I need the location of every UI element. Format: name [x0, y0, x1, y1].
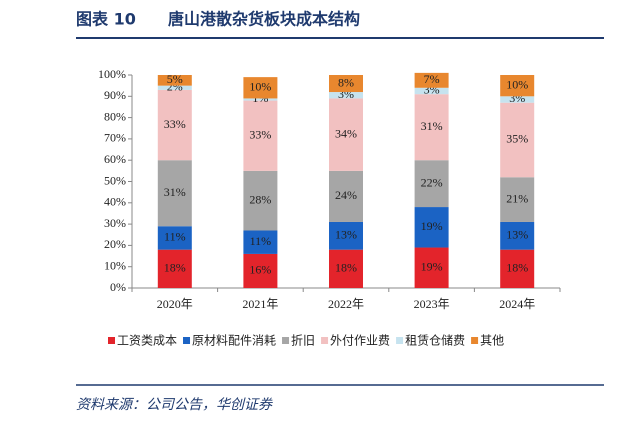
bar-segment: [243, 230, 278, 254]
y-tick-label: 50%: [104, 173, 126, 187]
x-tick-label: 2023年: [414, 297, 450, 311]
bar-segment: [329, 75, 363, 93]
bar-segment: [157, 249, 192, 288]
bar-segment: [329, 92, 363, 99]
bar-segment: [500, 177, 535, 222]
y-tick-label: 100%: [98, 67, 126, 81]
value-label: 10%: [249, 80, 271, 94]
value-label: 31%: [421, 119, 443, 133]
value-label: 35%: [506, 132, 528, 146]
y-tick-label: 70%: [104, 131, 126, 145]
value-label: 33%: [249, 127, 271, 141]
value-label: 19%: [421, 260, 443, 274]
bar-segment: [157, 89, 192, 161]
bar-segment: [414, 207, 449, 248]
legend-swatch: [396, 337, 404, 344]
value-label: 10%: [506, 77, 528, 91]
legend-label: 工资类成本: [117, 334, 177, 348]
value-label: 34%: [335, 126, 357, 140]
legend-label: 折旧: [291, 333, 315, 348]
chart-title: 唐山港散杂货板块成本结构: [168, 10, 360, 29]
bar-segment: [500, 221, 535, 250]
legend-swatch: [282, 337, 290, 344]
bar-segment: [414, 72, 449, 88]
bar-segment: [243, 77, 278, 99]
legend-swatch: [471, 337, 479, 344]
y-tick-label: 30%: [104, 216, 126, 230]
value-label: 11%: [250, 234, 272, 248]
bar-segment: [243, 98, 278, 101]
value-label: 13%: [335, 228, 357, 242]
value-label: 31%: [164, 185, 186, 199]
value-label: 11%: [164, 230, 186, 244]
bar-segment: [414, 87, 449, 95]
value-label: 21%: [506, 191, 528, 205]
legend-label: 其他: [480, 334, 504, 348]
value-label: 5%: [167, 72, 183, 86]
legend-label: 原材料配件消耗: [192, 334, 276, 348]
bar-segment: [500, 75, 535, 97]
legend-swatch: [108, 337, 115, 344]
bar-segment: [500, 102, 535, 178]
bar-segment: [329, 221, 363, 250]
source-note: 资料来源：公司公告，华创证券: [76, 397, 273, 413]
value-label: 18%: [506, 261, 528, 275]
value-label: 28%: [249, 192, 271, 206]
value-label: 24%: [335, 188, 357, 202]
value-label: 33%: [164, 117, 186, 131]
bar-segment: [157, 160, 192, 227]
bar-segment: [414, 94, 449, 161]
bar-segment: [243, 100, 278, 171]
bar-segment: [329, 98, 363, 171]
bar-segment: [500, 96, 535, 103]
figure-label: 图表 10: [76, 10, 136, 29]
x-tick-label: 2022年: [328, 297, 364, 311]
y-tick-label: 10%: [104, 258, 126, 272]
value-label: 7%: [424, 72, 440, 86]
y-tick-label: 40%: [104, 195, 126, 209]
value-label: 8%: [338, 75, 354, 89]
y-tick-label: 90%: [104, 88, 126, 102]
bar-segment: [329, 170, 363, 222]
legend-label: 外付作业费: [330, 334, 390, 348]
y-tick-label: 80%: [104, 109, 126, 123]
y-tick-label: 60%: [104, 152, 126, 166]
x-tick-label: 2020年: [157, 297, 193, 311]
legend-swatch: [321, 337, 329, 344]
x-tick-label: 2024年: [499, 297, 535, 311]
bar-segment: [329, 249, 363, 288]
value-label: 18%: [164, 261, 186, 275]
legend-label: 租赁仓储费: [405, 333, 465, 348]
value-label: 22%: [421, 175, 443, 189]
x-tick-label: 2021年: [242, 297, 278, 311]
bar-segment: [157, 75, 192, 86]
value-label: 16%: [249, 263, 271, 277]
bar-segment: [157, 85, 192, 90]
legend-swatch: [183, 337, 191, 344]
y-tick-label: 0%: [110, 280, 126, 294]
value-label: 13%: [506, 228, 528, 242]
bar-segment: [414, 160, 449, 208]
value-label: 18%: [335, 261, 357, 275]
bar-segment: [414, 247, 449, 288]
bar-segment: [243, 253, 278, 288]
bar-segment: [500, 249, 535, 288]
y-tick-label: 20%: [104, 237, 126, 251]
value-label: 19%: [421, 219, 443, 233]
bar-segment: [157, 226, 192, 250]
bar-segment: [243, 170, 278, 231]
